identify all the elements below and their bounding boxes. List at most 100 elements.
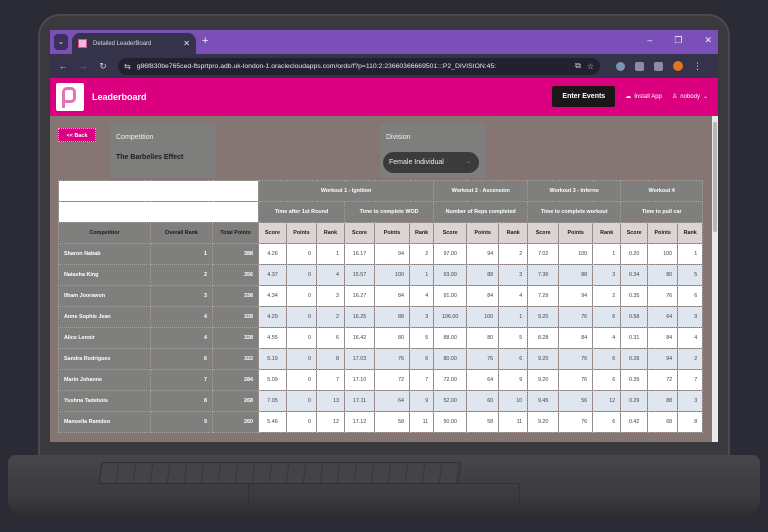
workout-3-header: Workout 3 - Inferno: [527, 180, 622, 202]
overall-rank-header[interactable]: Overall Rank: [150, 222, 213, 244]
points-cell: 88: [374, 306, 410, 328]
user-menu[interactable]: ♙ nobody ⌄: [672, 93, 708, 101]
score-cell: 7.05: [258, 390, 287, 412]
rank-cell: 8: [677, 411, 704, 433]
tune-icon[interactable]: ⇆: [124, 61, 131, 71]
competitor-header[interactable]: Competitior: [58, 222, 151, 244]
plus-icon[interactable]: +: [202, 35, 209, 47]
points-cell: 64: [466, 369, 500, 391]
maximize-icon[interactable]: ❐: [674, 35, 683, 45]
table-body: Sharon Nabab 1 388 4.26 0 1 16.17 94 2 97.00 94 2 7.…: [58, 243, 704, 433]
points-cell: 76: [647, 285, 679, 307]
overall-rank: 7: [150, 369, 213, 391]
rank-cell: 11: [408, 411, 435, 433]
table-row: Sandra Rodrigues 6 322 5.19 0 8 17.03 76 6 80.00 7…: [58, 348, 704, 370]
event-header: Time to complete workout: [527, 201, 622, 223]
tab-bar: ⌄ Detailed LeaderBoard ✕ + – ❐ ✕: [50, 30, 718, 54]
reload-icon[interactable]: ↻: [99, 60, 107, 71]
points-cell: 68: [647, 411, 679, 433]
user-name: nobody: [680, 93, 700, 100]
rank-cell: 7: [408, 369, 435, 391]
rank-cell: 6: [677, 285, 704, 307]
rank-cell: 3: [408, 306, 435, 328]
points-cell: 76: [558, 411, 594, 433]
score-cell: 17.03: [344, 348, 375, 370]
table-row: Natasha King 2 356 4.37 0 4 15.57 100 1 93.00 88 3 7…: [58, 264, 704, 286]
extension-icon[interactable]: [616, 61, 625, 71]
app-logo[interactable]: [56, 83, 84, 111]
score-cell: 0.39: [620, 369, 649, 391]
chevron-down-icon[interactable]: ⌄: [54, 34, 68, 50]
table-row: Yushna Tadebois 8 268 7.05 0 13 17.11 64 9 52.00 6…: [58, 390, 704, 412]
app-title: Leaderboard: [92, 92, 147, 102]
rank-cell: 2: [498, 243, 529, 265]
rank-cell: 13: [316, 390, 345, 412]
enter-events-button[interactable]: Enter Events: [552, 86, 616, 107]
points-cell: 76: [558, 348, 594, 370]
window-controls: – ❐ ✕: [647, 35, 712, 46]
install-app-link[interactable]: ☁ Install App: [625, 93, 662, 101]
laptop-trackpad: [248, 483, 520, 506]
competition-value: The Barbelles Effect: [116, 154, 184, 161]
window-close-icon[interactable]: ✕: [704, 35, 712, 45]
scrollbar-thumb[interactable]: [713, 122, 717, 232]
points-cell: 94: [647, 348, 679, 370]
score-subheader: Score: [344, 222, 375, 244]
score-cell: 7.02: [527, 243, 560, 265]
division-select[interactable]: Female Individual ⌄: [383, 152, 479, 173]
minimize-icon[interactable]: –: [647, 35, 653, 45]
score-cell: 106.00: [433, 306, 468, 328]
back-button[interactable]: << Back: [58, 128, 96, 142]
total-points: 322: [212, 348, 259, 370]
rank-cell: 5: [677, 264, 704, 286]
total-points: 328: [212, 306, 259, 328]
chevron-down-icon: ⌄: [702, 94, 708, 100]
puzzle-icon[interactable]: [654, 61, 663, 71]
points-cell: 84: [647, 327, 679, 349]
vertical-scrollbar[interactable]: [712, 116, 718, 442]
kebab-menu-icon[interactable]: ⋮: [693, 60, 702, 71]
score-cell: 17.12: [344, 411, 375, 433]
rank-subheader: Rank: [408, 222, 435, 244]
workout-2-header: Workout 2 - Ascension: [433, 180, 529, 202]
chevron-down-icon: ⌄: [465, 159, 471, 165]
score-cell: 0.58: [620, 306, 649, 328]
table-row: Manoella Ramdoo 9 260 5.46 0 12 17.12 58 11 50.00…: [58, 411, 704, 433]
url-input[interactable]: ⇆ g86f830be765ced-ftsprtpro.adb.uk-londo…: [118, 57, 600, 75]
profile-avatar[interactable]: [673, 61, 683, 71]
rank-cell: 4: [592, 327, 622, 349]
event-header: Time to complete WOD: [343, 201, 435, 223]
points-cell: 80: [466, 327, 500, 349]
score-subheader: Score: [527, 222, 560, 244]
rank-cell: 5: [498, 327, 529, 349]
tab-detailed-leaderboard[interactable]: Detailed LeaderBoard ✕: [72, 33, 196, 54]
star-icon[interactable]: ☆: [586, 61, 594, 71]
points-subheader: Points: [374, 222, 410, 244]
total-points-header[interactable]: Total Points: [212, 222, 259, 244]
arrow-left-icon[interactable]: ←: [58, 61, 68, 71]
address-bar-row: ← → ↻ ⇆ g86f830be765ced-ftsprtpro.adb.uk…: [50, 54, 718, 78]
arrow-right-icon[interactable]: →: [78, 61, 88, 71]
score-cell: 52.00: [433, 390, 468, 412]
points-cell: 0: [286, 285, 317, 307]
rank-cell: 12: [592, 390, 622, 412]
overall-rank: 2: [150, 264, 213, 286]
points-cell: 76: [466, 348, 500, 370]
content-area: << Back Competition The Barbelles Effect…: [50, 116, 718, 442]
reader-icon[interactable]: [635, 61, 644, 71]
points-cell: 60: [466, 390, 500, 412]
blank-header: [58, 180, 259, 202]
total-points: 338: [212, 285, 259, 307]
rank-subheader: Rank: [498, 222, 529, 244]
table-row: Anne Sophie Jean 4 328 4.29 0 2 16.25 88 3 106.00…: [58, 306, 704, 328]
score-cell: 0.35: [620, 285, 649, 307]
rank-cell: 6: [592, 411, 622, 433]
close-icon[interactable]: ✕: [183, 39, 190, 48]
score-cell: 0.34: [620, 264, 649, 286]
favicon-icon: [78, 39, 87, 48]
points-cell: 76: [374, 348, 410, 370]
rank-cell: 1: [498, 306, 529, 328]
install-app-label: Install App: [634, 93, 662, 100]
score-cell: 50.00: [433, 411, 468, 433]
install-icon[interactable]: ⧉: [575, 61, 581, 70]
